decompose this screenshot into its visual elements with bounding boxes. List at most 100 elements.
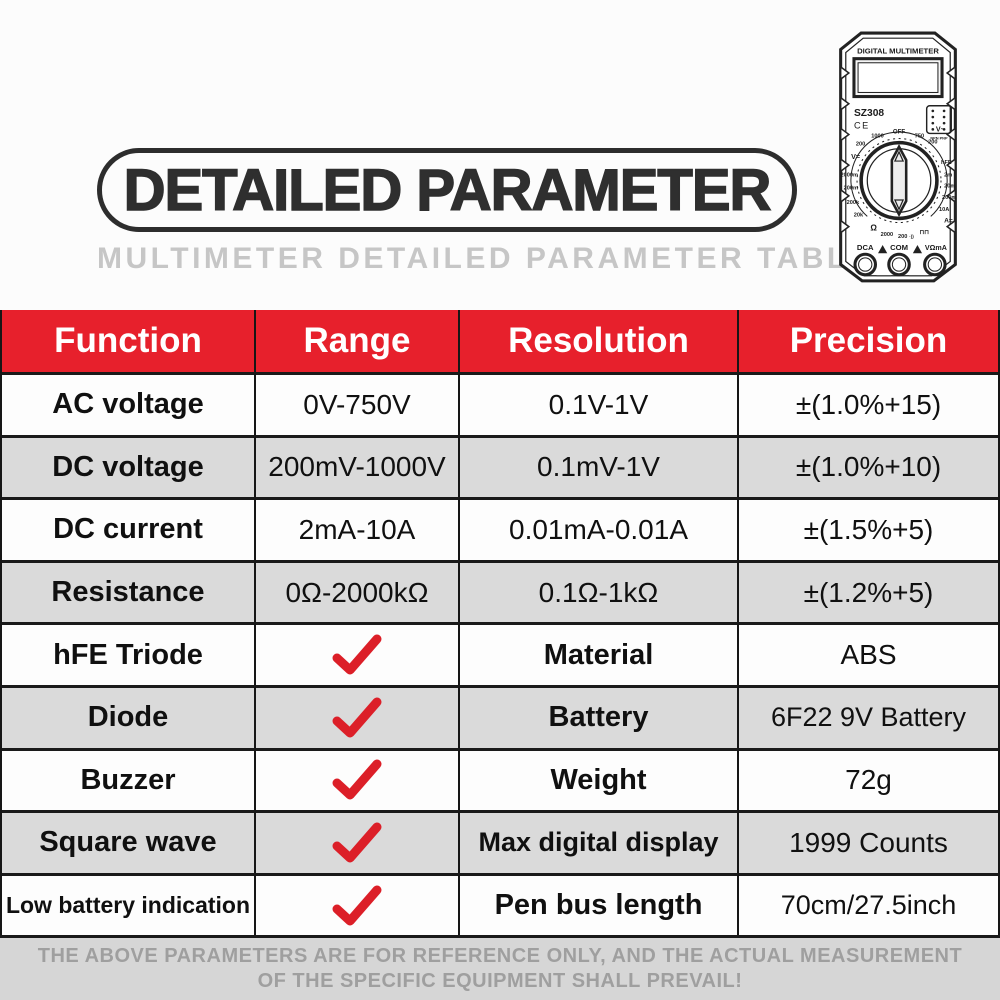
function-cell: hFE Triode [2,622,256,685]
svg-text:OFF: OFF [893,128,906,135]
header-resolution: Resolution [460,310,739,372]
svg-text:10A: 10A [939,207,949,213]
jack-label-dca: DCA [857,243,874,252]
svg-text:⊓⊓: ⊓⊓ [920,229,930,236]
header-precision: Precision [789,321,948,360]
parameter-table: Function Range Resolution Precision AC v… [0,310,1000,936]
check-icon [332,697,382,738]
check-cell [256,747,460,811]
function-cell: DC current [2,497,256,560]
svg-text:750: 750 [915,134,924,140]
svg-text:200: 200 [928,140,937,146]
meter-model: SZ308 [854,108,884,119]
spec-value-cell: 6F22 9V Battery [739,684,998,748]
title-block: DETAILED PARAMETER MULTIMETER DETAILED P… [97,148,873,276]
multimeter-illustration: DIGITAL MULTIMETER SZ308 CE NPN PNP [839,31,957,283]
table-row: DC voltage 200mV-1000V 0.1mV-1V ±(1.0%+1… [2,434,998,498]
meter-rail-notches [839,65,957,235]
svg-text:200m: 200m [942,195,956,201]
socket-label: NPN PNP [930,136,948,141]
range-cell: 0V-750V [256,372,460,435]
meter-jacks: DCA COM VΩmA [853,243,947,277]
range-cell: 0Ω-2000kΩ [256,559,460,623]
table-row: Resistance 0Ω-2000kΩ 0.1Ω-1kΩ ±(1.2%+5) [2,559,998,623]
table-row: Low battery indication Pen bus length 70… [2,872,998,936]
svg-text:200m: 200m [844,186,858,192]
range-cell: 200mV-1000V [256,434,460,498]
spec-label-cell: Material [460,622,739,685]
page-subtitle: MULTIMETER DETAILED PARAMETER TABLE [97,242,873,275]
check-cell [256,622,460,685]
disclaimer-line-2: OF THE SPECIFIC EQUIPMENT SHALL PREVAIL! [257,970,743,992]
function-cell: AC voltage [2,372,256,435]
resolution-cell: 0.01mA-0.01A [460,497,739,560]
table-row: hFE Triode Material ABS [2,622,998,685]
function-cell: Buzzer [2,747,256,811]
function-cell: Square wave [2,810,256,873]
dial-knob [890,144,908,218]
svg-text:2m: 2m [944,172,952,178]
svg-text:1000: 1000 [871,134,884,140]
check-icon [332,885,382,926]
svg-text:20k: 20k [854,212,864,218]
precision-cell: ±(1.0%+10) [739,434,998,498]
function-cell: Diode [2,684,256,748]
warning-triangle-icon [878,245,888,254]
page-title: DETAILED PARAMETER [123,157,772,224]
ce-mark: CE [854,120,870,130]
spec-value-cell: ABS [739,622,998,685]
svg-text:V~: V~ [936,125,945,133]
spec-value-cell: 72g [739,747,998,811]
dial-scale-labels: 1000 OFF 750 200 V~ hFE 2m 20m 200m 10A … [841,125,957,239]
check-icon [332,759,382,800]
spec-value-cell: 70cm/27.5inch [739,872,998,936]
function-cell: Resistance [2,559,256,623]
jack-label-vohm: VΩmA [925,244,947,252]
table-row: Diode Battery 6F22 9V Battery [2,684,998,748]
range-cell: 2mA-10A [256,497,460,560]
precision-cell: ±(1.5%+5) [739,497,998,560]
spec-value-cell: 1999 Counts [739,810,998,873]
check-icon [332,822,382,863]
function-cell: Low battery indication [2,872,256,936]
precision-cell: ±(1.2%+5) [739,559,998,623]
svg-text:200k: 200k [847,200,860,206]
spec-label-cell: Battery [460,684,739,748]
page-title-box: DETAILED PARAMETER [97,148,797,232]
meter-brand-label: DIGITAL MULTIMETER [857,47,939,56]
precision-cell: ±(1.0%+15) [739,372,998,435]
check-cell [256,810,460,873]
svg-text:200: 200 [898,234,907,240]
resolution-cell: 0.1V-1V [460,372,739,435]
meter-transistor-socket: NPN PNP [925,105,952,141]
table-row: DC current 2mA-10A 0.01mA-0.01A ±(1.5%+5… [2,497,998,560]
disclaimer-footer: THE ABOVE PARAMETERS ARE FOR REFERENCE O… [0,935,1000,1000]
svg-text:200: 200 [856,142,865,148]
table-row: Buzzer Weight 72g [2,747,998,811]
jack-label-com: COM [890,243,908,252]
spec-label-cell: Max digital display [460,810,739,873]
warning-triangle-icon [912,245,923,254]
table-header-row: Function Range Resolution Precision [2,310,998,372]
svg-text:2000: 2000 [881,232,894,238]
svg-text:V=: V= [851,153,860,161]
svg-text:20m: 20m [944,184,955,190]
svg-text:A=: A= [944,218,953,225]
svg-text:2000m: 2000m [841,172,859,178]
svg-text:hFE: hFE [941,160,952,166]
table-row: AC voltage 0V-750V 0.1V-1V ±(1.0%+15) [2,372,998,435]
meter-dial [850,131,948,224]
disclaimer-line-1: THE ABOVE PARAMETERS ARE FOR REFERENCE O… [37,945,963,967]
check-icon [332,634,382,675]
resolution-cell: 0.1Ω-1kΩ [460,559,739,623]
check-cell [256,684,460,748]
svg-text:·)): ·)) [909,234,914,239]
check-cell [256,872,460,936]
resolution-cell: 0.1mV-1V [460,434,739,498]
function-cell: DC voltage [2,434,256,498]
spec-label-cell: Pen bus length [460,872,739,936]
header-function: Function [2,310,256,372]
spec-label-cell: Weight [460,747,739,811]
table-row: Square wave Max digital display 1999 Cou… [2,810,998,873]
